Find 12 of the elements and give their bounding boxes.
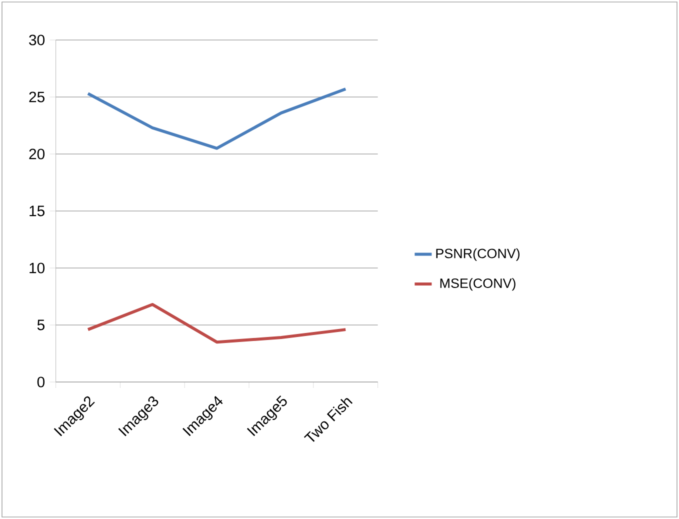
legend-label: MSE(CONV) bbox=[440, 278, 516, 291]
line-series bbox=[86, 302, 348, 344]
legend-label: PSNR(CONV) bbox=[436, 248, 520, 261]
y-tick-label: 20 bbox=[29, 148, 45, 160]
y-tick-label: 30 bbox=[29, 34, 45, 46]
y-tick-label: 10 bbox=[30, 262, 45, 274]
y-tick-label: 0 bbox=[37, 376, 45, 388]
y-tick-label: 5 bbox=[37, 320, 44, 330]
x-tick-label: Two Fish bbox=[304, 398, 353, 442]
y-tick-label: 25 bbox=[29, 92, 44, 102]
y-tick-label: 15 bbox=[30, 206, 44, 216]
line-series bbox=[86, 88, 348, 150]
